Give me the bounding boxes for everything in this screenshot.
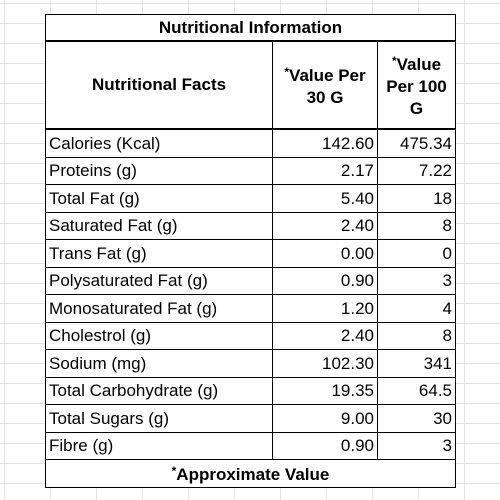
value-per-100g: 30 [377,404,456,433]
table-row: Sodium (mg) 102.30 341 [45,349,456,378]
asterisk-marker: * [171,464,177,479]
table-row: Total Carbohydrate (g) 19.35 64.5 [45,376,456,405]
value-per-100g: 64.5 [377,376,456,405]
value-per-100g: 8 [377,211,456,240]
header-nutritional-facts: Nutritional Facts [45,40,273,130]
nutrition-table: Nutritional Information Nutritional Fact… [45,14,456,488]
value-per-100g: 4 [377,294,456,323]
table-title: Nutritional Information [45,14,456,42]
header-value-per-100g: *Value Per 100 G [377,40,456,130]
header-per100-label: Value Per 100 G [386,55,447,118]
table-row: Total Sugars (g) 9.00 30 [45,404,456,433]
value-per-30g: 102.30 [272,349,378,378]
value-per-100g: 3 [377,266,456,295]
header-per30-label: Value Per 30 G [289,66,366,107]
value-per-30g: 1.20 [272,294,378,323]
table-row: Total Fat (g) 5.40 18 [45,184,456,213]
nutrient-name: Calories (Kcal) [45,128,273,158]
table-row: Monosaturated Fat (g) 1.20 4 [45,294,456,323]
nutrient-name: Total Sugars (g) [45,404,273,433]
nutrient-name: Polysaturated Fat (g) [45,266,273,295]
header-row: Nutritional Facts *Value Per 30 G *Value… [45,40,456,130]
value-per-30g: 0.00 [272,239,378,268]
value-per-30g: 142.60 [272,128,378,158]
value-per-30g: 2.17 [272,156,378,185]
nutrient-name: Cholestrol (g) [45,321,273,350]
table-row: Cholestrol (g) 2.40 8 [45,321,456,350]
value-per-30g: 0.90 [272,431,378,460]
nutrient-name: Trans Fat (g) [45,239,273,268]
nutrient-name: Sodium (mg) [45,349,273,378]
footer-note: *Approximate Value [45,459,456,488]
table-row: Calories (Kcal) 142.60 475.34 [45,128,456,158]
value-per-100g: 18 [377,184,456,213]
nutrient-name: Saturated Fat (g) [45,211,273,240]
value-per-100g: 8 [377,321,456,350]
value-per-30g: 0.90 [272,266,378,295]
table-row: Proteins (g) 2.17 7.22 [45,156,456,185]
footer-row: *Approximate Value [45,459,456,488]
value-per-30g: 9.00 [272,404,378,433]
value-per-100g: 3 [377,431,456,460]
asterisk-marker: * [284,65,290,79]
footer-text: Approximate Value [176,465,330,485]
header-value-per-30g: *Value Per 30 G [272,40,378,130]
value-per-100g: 475.34 [377,128,456,158]
value-per-100g: 341 [377,349,456,378]
value-per-100g: 0 [377,239,456,268]
nutrient-name: Total Carbohydrate (g) [45,376,273,405]
nutrient-name: Monosaturated Fat (g) [45,294,273,323]
table-row: Saturated Fat (g) 2.40 8 [45,211,456,240]
title-row: Nutritional Information [45,14,456,42]
nutrient-name: Fibre (g) [45,431,273,460]
value-per-100g: 7.22 [377,156,456,185]
table-row: Fibre (g) 0.90 3 [45,431,456,460]
table-row: Polysaturated Fat (g) 0.90 3 [45,266,456,295]
asterisk-marker: * [391,54,397,68]
nutrient-name: Total Fat (g) [45,184,273,213]
value-per-30g: 19.35 [272,376,378,405]
value-per-30g: 2.40 [272,211,378,240]
value-per-30g: 2.40 [272,321,378,350]
value-per-30g: 5.40 [272,184,378,213]
nutrient-name: Proteins (g) [45,156,273,185]
table-row: Trans Fat (g) 0.00 0 [45,239,456,268]
